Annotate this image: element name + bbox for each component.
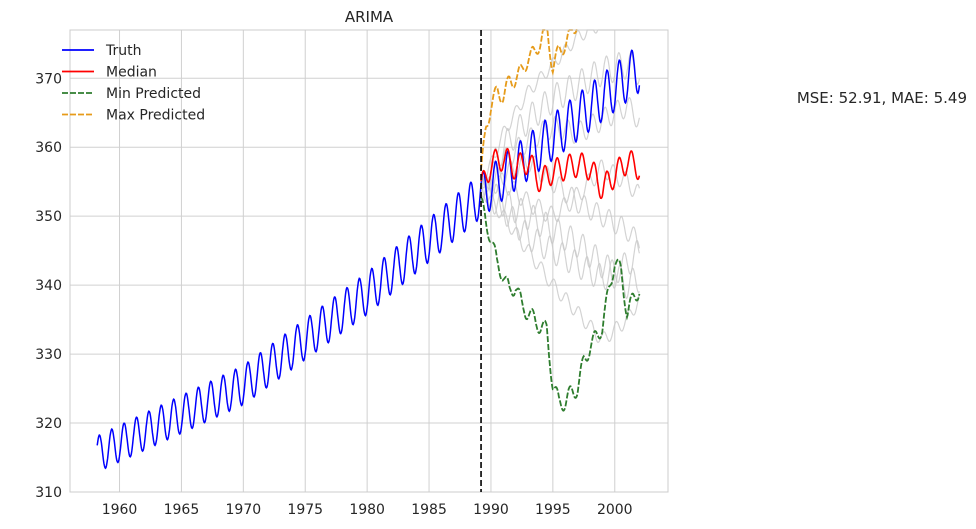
legend-label: Truth <box>105 43 142 59</box>
legend: Truth Median Min Predicted Max Predicted <box>62 43 205 124</box>
legend-label: Max Predicted <box>106 108 205 124</box>
y-tick-label: 330 <box>35 347 62 363</box>
sample-forecast-line <box>480 51 640 190</box>
x-tick-label: 1980 <box>349 502 385 518</box>
sample-forecast-line <box>480 181 640 291</box>
min-predicted-line <box>480 196 641 412</box>
x-tick-label: 1965 <box>164 502 200 518</box>
median-line <box>480 147 641 200</box>
y-tick-label: 320 <box>35 416 62 432</box>
chart-title: ARIMA <box>345 8 394 26</box>
sample-forecast-line <box>480 175 640 300</box>
y-tick-label: 340 <box>35 278 62 294</box>
x-tick-label: 1990 <box>473 502 509 518</box>
legend-label: Median <box>106 65 157 81</box>
legend-label: Min Predicted <box>106 86 201 102</box>
y-tick-label: 350 <box>35 209 62 225</box>
x-tick-label: 1960 <box>102 502 138 518</box>
y-tick-label: 360 <box>35 140 62 156</box>
x-tick-label: 1970 <box>226 502 262 518</box>
sample-forecast-line <box>480 159 640 223</box>
x-tick-label: 2000 <box>597 502 633 518</box>
plot-frame <box>69 29 669 493</box>
metrics-annotation: MSE: 52.91, MAE: 5.49 <box>797 89 967 107</box>
sample-forecast-lines <box>480 29 640 344</box>
sample-forecast-line <box>480 182 640 344</box>
y-tick-label: 310 <box>35 485 62 501</box>
x-tick-label: 1975 <box>287 502 323 518</box>
x-tick-label: 1985 <box>411 502 447 518</box>
truth-line <box>96 49 641 470</box>
series-lines <box>96 29 641 470</box>
y-tick-label: 370 <box>35 71 62 87</box>
tick-labels: 1960 1965 1970 1975 1980 1985 1990 1995 2000 310 3… <box>35 71 632 518</box>
sample-forecast-line <box>480 152 640 254</box>
x-tick-label: 1995 <box>535 502 571 518</box>
